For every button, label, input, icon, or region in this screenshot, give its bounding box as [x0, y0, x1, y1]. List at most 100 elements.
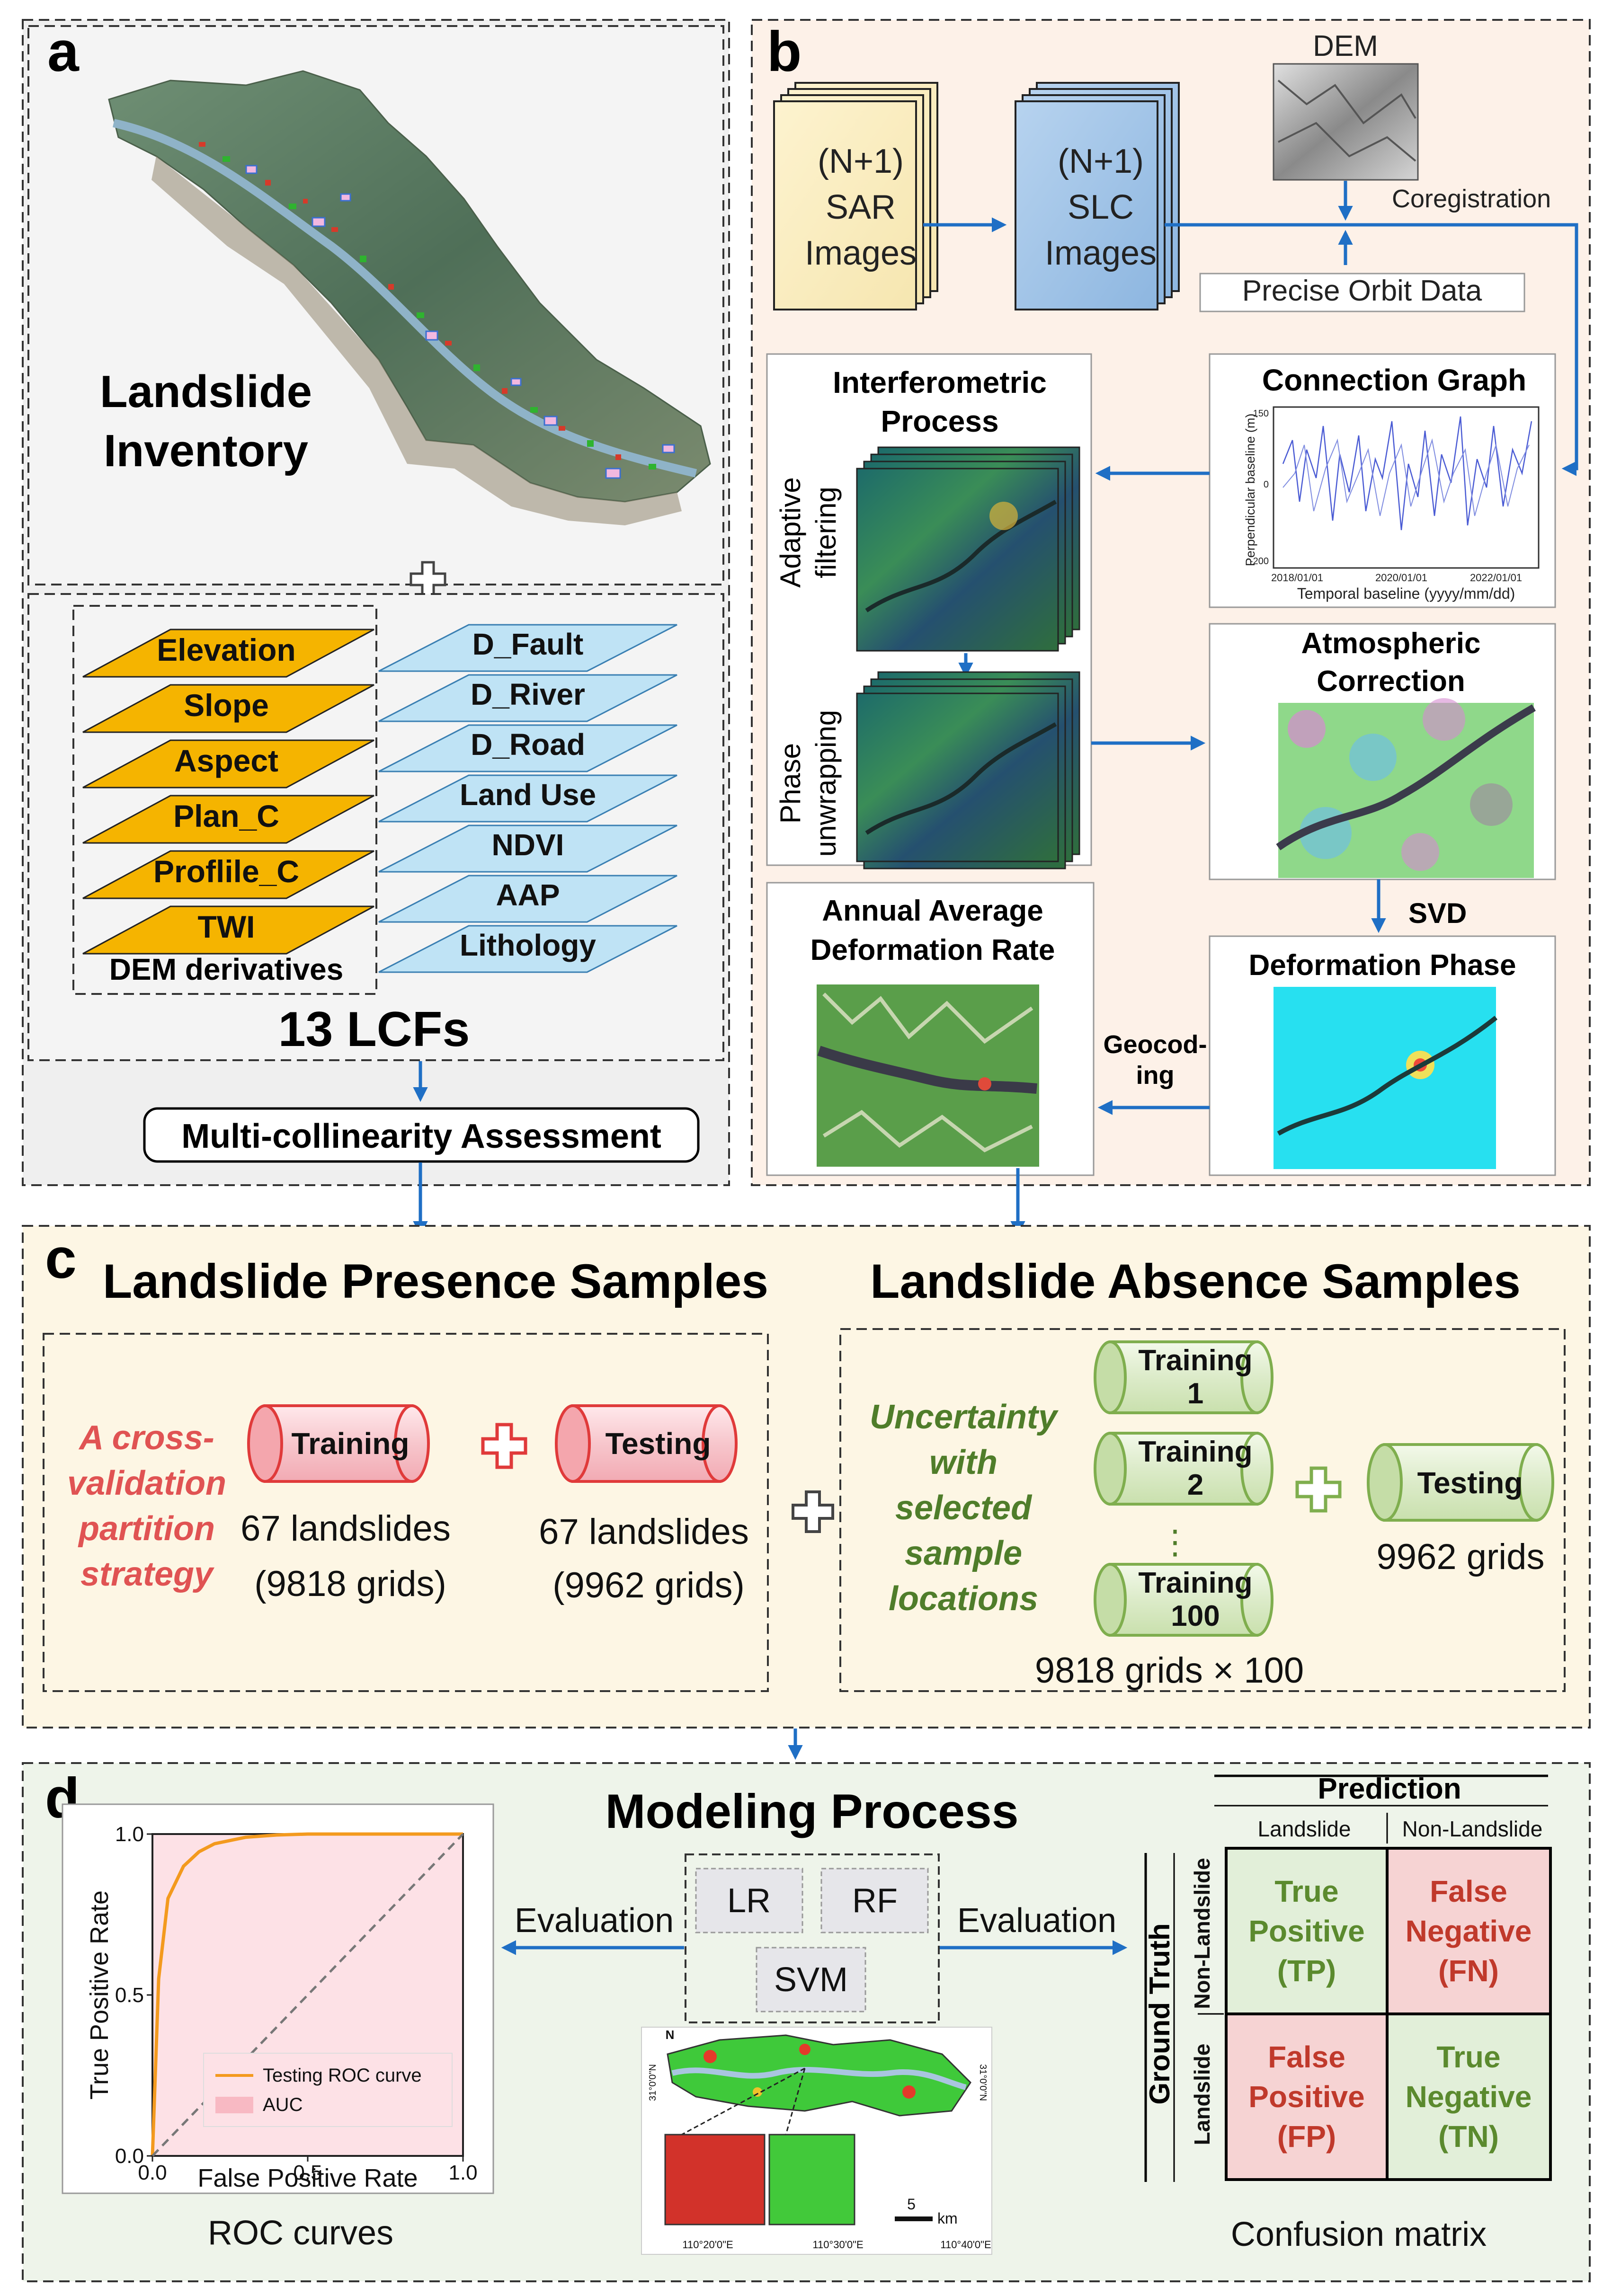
absence-cylinder-body — [1109, 1340, 1258, 1414]
connection-graph-ytick-top: 150 — [1253, 408, 1269, 419]
cross-validation-4: strategy — [80, 1555, 215, 1593]
plus-icon-red — [481, 1423, 527, 1469]
svd-label: SVD — [1408, 897, 1467, 929]
pred-col-nonlandslide: Non-Landslide — [1402, 1817, 1543, 1841]
dem-layer-plate — [82, 850, 374, 899]
roc-legend-box — [203, 2053, 453, 2127]
connection-graph-ytick-zero: 0 — [1264, 479, 1269, 490]
confusion-cell-line: Negative — [1406, 2080, 1532, 2114]
deformation-phase-title: Deformation Phase — [1248, 949, 1516, 982]
model-rf-label: RF — [852, 1882, 898, 1920]
absence-cylinder-end — [1240, 1563, 1274, 1637]
presence-frame — [43, 1333, 769, 1692]
cell-tn — [1386, 2012, 1552, 2181]
truth-row-nonlandslide: Non-Landslide — [1190, 1858, 1214, 2009]
connection-graph-xtick-1: 2018/01/01 — [1271, 572, 1323, 584]
dem-layer-label: Proflile_C — [153, 854, 299, 889]
lcf-layer-label: D_River — [471, 677, 585, 711]
map-latitude-left: 31°0'0"N — [648, 2064, 658, 2101]
uncertainty-1: Uncertainty — [870, 1398, 1059, 1436]
roc-x-tick-label: 1.0 — [448, 2161, 477, 2184]
absence-cylinder-body — [1109, 1432, 1258, 1506]
map-lon-2: 110°30'0"E — [812, 2239, 863, 2251]
dem-layer-plate — [82, 684, 374, 733]
cross-validation-3: partition — [78, 1510, 215, 1548]
interferogram-stack-1 — [856, 446, 1080, 652]
map-latitude-right: 31°0'0"N — [978, 2064, 988, 2101]
confusion-cell-line: (FN) — [1438, 1954, 1499, 1988]
inventory-title-2: Inventory — [104, 426, 308, 476]
cross-validation-1: A cross- — [78, 1419, 214, 1457]
lcf-layer-plate — [378, 674, 677, 722]
roc-x-tick-label: 0.0 — [138, 2161, 167, 2184]
slc-label-3: Images — [1045, 234, 1157, 272]
connection-graph-xtick-2: 2020/01/01 — [1375, 572, 1427, 584]
presence-test-count: 67 landslides — [539, 1512, 749, 1552]
presence-test-grids: (9962 grids) — [552, 1565, 745, 1605]
dem-layer-plate — [82, 795, 374, 844]
absence-train-caption: 9818 grids × 100 — [1035, 1650, 1304, 1691]
interferometric-title-1: Interferometric — [833, 365, 1047, 399]
model-lr-box — [695, 1868, 803, 1933]
atmospheric-image — [1276, 698, 1536, 878]
lcf-layer-plate — [378, 875, 677, 923]
lcf-layer-plate — [378, 925, 677, 973]
lcf-layer-label: D_Road — [471, 727, 585, 762]
landslide-inventory-map — [108, 70, 711, 525]
annual-title-1: Annual Average — [822, 895, 1043, 927]
roc-chart: 0.00.0 0.5 0.5 1.0 1.0 False Positive Rate Tru… — [85, 1823, 478, 2192]
connection-graph-ytick-bottom: -200 — [1250, 556, 1269, 567]
cross-validation-2: validation — [67, 1464, 226, 1502]
absence-training-label: Training — [1138, 1436, 1252, 1468]
roc-caption: ROC curves — [208, 2214, 393, 2252]
confusion-cell-line: (FP) — [1277, 2119, 1336, 2154]
evaluation-right-label: Evaluation — [957, 1902, 1116, 1940]
connection-graph-xlabel: Temporal baseline (yyyy/mm/dd) — [1297, 585, 1515, 602]
confusion-cell-line: False — [1268, 2040, 1345, 2074]
connection-graph-plot — [1273, 406, 1540, 569]
map-lon-1: 110°20'0"E — [682, 2239, 733, 2251]
slc-label-2: SLC — [1068, 188, 1134, 226]
pred-col-landslide: Landslide — [1258, 1817, 1351, 1841]
deformation-phase-image — [1274, 987, 1498, 1169]
roc-y-tick-label: 1.0 — [115, 1823, 144, 1846]
uncertainty-4: sample — [905, 1534, 1022, 1572]
absence-cylinder-end — [1240, 1340, 1274, 1414]
slc-image-stack — [1015, 82, 1180, 310]
absence-title: Landslide Absence Samples — [870, 1254, 1521, 1308]
lcf-layer-label: Lithology — [460, 928, 596, 962]
confusion-cell-text: True Positive (TP) False Negative (FN) False Po… — [1248, 1874, 1532, 2154]
annual-rate-image — [817, 984, 1039, 1167]
connection-graph-xtick-3: 2022/01/01 — [1470, 572, 1522, 584]
presence-training-cylinder — [247, 1404, 430, 1483]
assessment-label: Multi-collinearity Assessment — [181, 1117, 661, 1155]
dem-layer-plate — [82, 739, 374, 789]
plus-icon-c — [792, 1490, 834, 1533]
lcf-layer-label: AAP — [496, 878, 560, 912]
dem-layer-plate — [82, 629, 374, 678]
roc-y-tick-label: 0.5 — [115, 1984, 144, 2007]
truth-row-landslide: Landslide — [1190, 2044, 1214, 2145]
sar-label-3: Images — [805, 234, 917, 272]
map-scale-value: 5 — [907, 2196, 916, 2213]
model-svm-label: SVM — [774, 1961, 848, 1999]
slc-label-1: (N+1) — [1058, 142, 1144, 180]
map-scale-unit: km — [937, 2210, 958, 2227]
presence-training-label: Training — [292, 1427, 410, 1461]
prediction-header: Prediction — [1318, 1773, 1461, 1805]
panel-c-letter: c — [45, 1227, 77, 1290]
dem-caption: DEM derivatives — [109, 952, 343, 986]
roc-y-axis-label: True Positive Rate — [85, 1890, 114, 2100]
model-svm-box — [756, 1947, 866, 2012]
panel-a-letter: a — [47, 20, 80, 83]
map-north-label: N — [666, 2028, 675, 2042]
orbit-label: Precise Orbit Data — [1242, 275, 1482, 307]
dem-layer-label: Plan_C — [173, 798, 279, 833]
absence-testing-label: Testing — [1417, 1466, 1523, 1500]
absence-cylinder-end — [1240, 1432, 1274, 1506]
plus-icon-green — [1295, 1466, 1342, 1513]
coregistration-label: Coregistration — [1392, 185, 1551, 213]
absence-testing-cylinder — [1367, 1443, 1554, 1522]
